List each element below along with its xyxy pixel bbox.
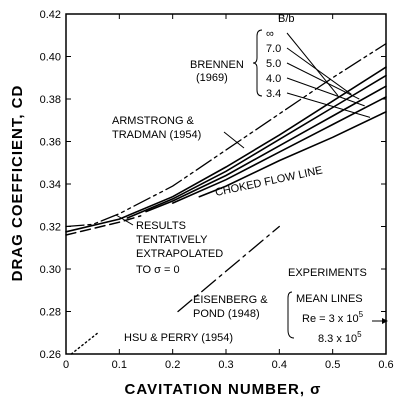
- y-axis-title: DRAG COEFFICIENT, CD: [9, 85, 26, 282]
- bb-leader-4: [286, 92, 371, 118]
- series-line-3: [171, 96, 387, 204]
- y-tick-label: 0.42: [40, 9, 61, 21]
- eisenberg-label-line2: POND (1948): [193, 308, 260, 320]
- y-tick-label: 0.34: [40, 179, 61, 191]
- series-lines: [65, 32, 387, 355]
- results-label-line2: TENTATIVELY: [136, 234, 208, 246]
- results-leader: [115, 214, 134, 226]
- x-tick-label: 0.2: [165, 359, 180, 371]
- bb-value-3-4: 3.4: [266, 88, 281, 100]
- bb-leader-2: [286, 62, 360, 100]
- reynolds-1-label: Re = 3 x 105: [302, 310, 364, 325]
- bb-leader-1: [286, 47, 352, 95]
- brennen-label: BRENNEN: [190, 59, 244, 71]
- y-tick-label: 0.40: [40, 52, 61, 64]
- bb-leader-3: [286, 77, 365, 107]
- x-tick-label: 0.5: [325, 359, 340, 371]
- y-tick-label: 0.36: [40, 137, 61, 149]
- series-line-2: [145, 85, 387, 213]
- bb-value-4: 4.0: [266, 73, 281, 85]
- y-tick-label: 0.30: [40, 264, 61, 276]
- x-axis-title: CAVITATION NUMBER, σ: [125, 381, 322, 398]
- series-line-6: [65, 215, 142, 236]
- results-label-line1: RESULTS: [136, 220, 186, 232]
- tick-marks: 0 0.1 0.2 0.3 0.4 0.5 0.6 0.26 0.28 0.30 0.32 0.34 0…: [40, 9, 394, 371]
- y-tick-label: 0.26: [40, 349, 61, 361]
- bb-value-inf: ∞: [266, 28, 274, 40]
- experiments-bracket: [287, 291, 295, 339]
- series-line-0: [65, 66, 387, 233]
- bb-header: B/b: [278, 13, 295, 25]
- reynolds-2-label: 8.3 x 105: [318, 330, 362, 345]
- choked-flow-label: CHOKED FLOW LINE: [214, 164, 324, 198]
- armstrong-label-line2: TRADMAN (1954): [112, 129, 201, 141]
- results-label-line4: TO σ = 0: [136, 264, 180, 276]
- series-line-1: [126, 74, 387, 219]
- armstrong-label-line1: ARMSTRONG &: [112, 115, 195, 127]
- series-line-8: [70, 332, 99, 355]
- bb-value-7: 7.0: [266, 43, 281, 55]
- experiments-label: EXPERIMENTS: [288, 267, 367, 279]
- x-tick-label: 0.6: [378, 359, 393, 371]
- x-tick-label: 0.4: [272, 359, 287, 371]
- hsu-perry-label: HSU & PERRY (1954): [124, 332, 233, 344]
- series-line-4: [198, 111, 387, 198]
- bb-value-5: 5.0: [266, 58, 281, 70]
- y-tick-label: 0.32: [40, 222, 61, 234]
- x-tick-label: 0.1: [112, 359, 127, 371]
- series-line-5: [65, 43, 387, 228]
- x-tick-label: 0: [63, 359, 69, 371]
- series-line-7: [177, 225, 280, 313]
- brennen-brace: [252, 29, 263, 97]
- armstrong-leader: [223, 131, 245, 149]
- mean-lines-label: MEAN LINES: [296, 293, 363, 305]
- y-tick-label: 0.38: [40, 94, 61, 106]
- x-tick-label: 0.3: [218, 359, 233, 371]
- re1-arrow-head: [382, 318, 388, 324]
- brennen-year-label: (1969): [196, 72, 228, 84]
- results-label-line3: EXTRAPOLATED: [136, 248, 223, 260]
- y-tick-label: 0.28: [40, 307, 61, 319]
- eisenberg-label-line1: EISENBERG &: [193, 294, 268, 306]
- bb-leader-0: [286, 32, 339, 97]
